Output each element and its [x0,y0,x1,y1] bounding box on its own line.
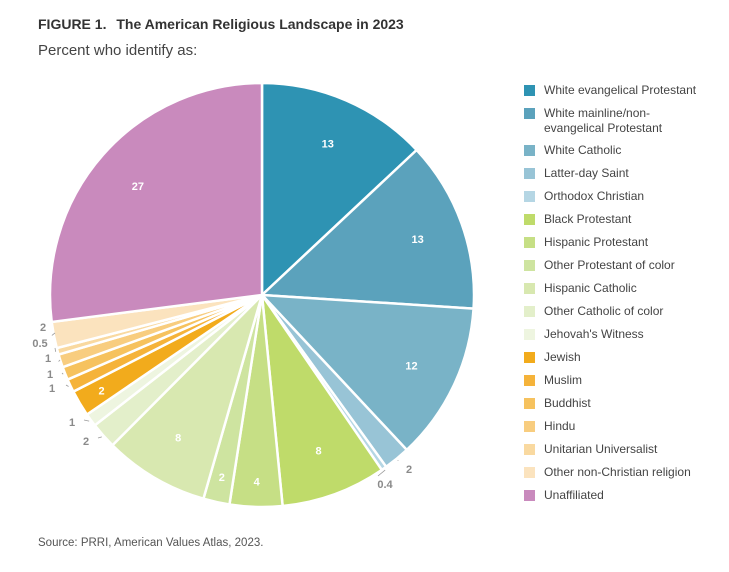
slice-value-label: 1 [69,417,75,429]
figure-label: FIGURE 1. [38,16,107,32]
slice-value-label: 13 [412,234,424,246]
legend-label: White mainline/non-evangelical Protestan… [544,106,663,135]
legend-label: Other non-Christian religion [544,465,691,479]
legend-swatch [524,490,535,501]
legend-label: Orthodox Christian [544,189,645,203]
slice-value-label: 1 [45,353,51,365]
leader-line [97,436,102,439]
legend-label: Other Catholic of color [544,304,664,318]
legend-label: Unaffiliated [544,488,604,502]
legend-item: Unaffiliated [524,488,729,503]
legend-item: Hispanic Catholic [524,281,729,296]
legend-swatch [524,191,535,202]
legend-item: Hispanic Protestant [524,235,729,250]
leader-line [51,332,56,336]
leader-line [61,372,64,375]
slice-value-label: 13 [322,138,334,150]
leader-line [377,469,386,477]
legend-swatch [524,398,535,409]
legend-label: Muslim [544,373,582,387]
legend-label: Black Protestant [544,212,632,226]
legend-swatch [524,375,535,386]
leader-line [65,384,69,387]
pie-slice-5 [260,294,384,508]
legend-swatch [524,145,535,156]
legend-swatch [524,108,535,119]
leader-line [54,347,57,352]
legend-swatch [524,85,535,96]
chart-title: FIGURE 1. The American Religious Landsca… [38,16,404,32]
legend-swatch [524,283,535,294]
chart-legend: White evangelical Protestant White mainli… [524,83,729,511]
legend-swatch [524,237,535,248]
slice-value-label: 2 [406,464,412,476]
legend-item: Latter-day Saint [524,166,729,181]
legend-label: Unitarian Universalist [544,442,658,456]
legend-swatch [524,467,535,478]
slice-value-label: 2 [83,436,89,448]
legend-item: Jehovah's Witness [524,327,729,342]
legend-label: Buddhist [544,396,591,410]
source-note: Source: PRRI, American Values Atlas, 202… [38,537,264,549]
legend-item: Other non-Christian religion [524,465,729,480]
chart-subtitle: Percent who identify as: [38,42,198,59]
legend-item: Black Protestant [524,212,729,227]
slice-value-label: 2 [99,385,105,397]
slice-value-label: 0.4 [377,479,393,491]
pie-slice-0 [260,81,419,298]
slice-value-label: 2 [40,322,46,334]
legend-item: Buddhist [524,396,729,411]
legend-label: Hispanic Protestant [544,235,649,249]
legend-item: Orthodox Christian [524,189,729,204]
legend-item: Hindu [524,419,729,434]
pie-slice-2 [258,293,475,452]
pie-slice-17 [48,81,264,324]
legend-label: Jewish [544,350,581,364]
pie-slice-8 [110,294,264,501]
legend-swatch [524,444,535,455]
legend-swatch [524,329,535,340]
slice-value-label: 2 [219,472,225,484]
leader-line [58,359,61,362]
legend-swatch [524,352,535,363]
legend-item: Muslim [524,373,729,388]
legend-item: Other Protestant of color [524,258,729,273]
slice-value-label: 8 [315,445,321,457]
slice-value-label: 4 [254,476,261,488]
legend-swatch [524,306,535,317]
slice-value-label: 1 [49,383,55,395]
legend-label: Hispanic Catholic [544,281,637,295]
slice-value-label: 27 [132,181,144,193]
slice-value-label: 12 [405,361,417,373]
legend-label: Hindu [544,419,576,433]
legend-item: Unitarian Universalist [524,442,729,457]
legend-item: White Catholic [524,143,729,158]
legend-item: White evangelical Protestant [524,83,729,98]
legend-label: Latter-day Saint [544,166,629,180]
legend-swatch [524,168,535,179]
title-text: The American Religious Landscape in 2023 [116,16,404,32]
legend-item: Jewish [524,350,729,365]
slice-value-label: 1 [47,369,53,381]
slice-value-label: 8 [175,433,181,445]
legend-label: Jehovah's Witness [544,327,644,341]
legend-label: White Catholic [544,143,622,157]
legend-swatch [524,260,535,271]
legend-label: Other Protestant of color [544,258,675,272]
legend-swatch [524,421,535,432]
legend-item: Other Catholic of color [524,304,729,319]
legend-item: White mainline/non-evangelical Protestan… [524,106,729,136]
legend-swatch [524,214,535,225]
leader-line [83,419,90,422]
legend-label: White evangelical Protestant [544,83,697,97]
pie-slice-1 [259,148,476,310]
slice-value-label: 0.5 [32,338,47,350]
